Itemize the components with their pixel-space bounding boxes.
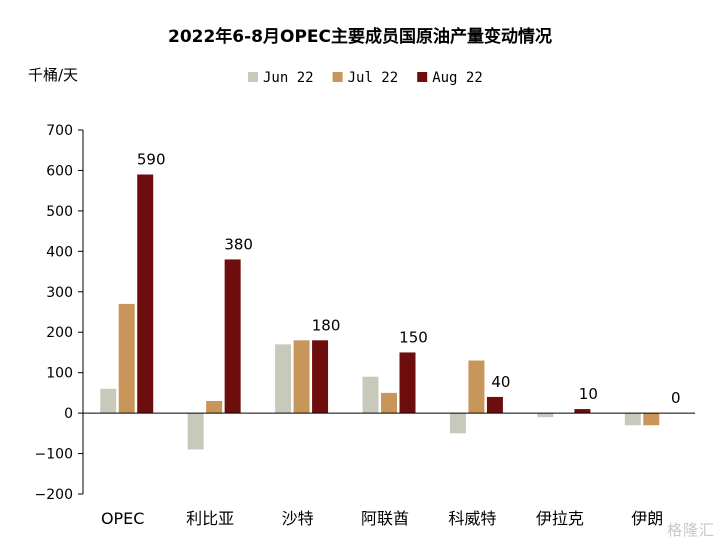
x-category-label: 利比亚: [186, 509, 234, 528]
bar: [399, 352, 416, 414]
bar: [312, 340, 329, 414]
bar: [449, 413, 466, 434]
legend-swatch: [248, 72, 258, 82]
y-tick-label: 300: [46, 285, 73, 301]
bar: [118, 303, 135, 414]
bar: [137, 174, 154, 414]
x-category-label: 科威特: [448, 509, 496, 528]
y-axis: −200 −100 0 100 200 300 400 500 600 700: [35, 123, 84, 503]
y-axis-unit-label: 千桶/天: [28, 66, 78, 84]
data-label: 40: [491, 373, 510, 391]
y-tick-label: 200: [46, 325, 73, 341]
data-label: 150: [399, 328, 428, 346]
bar: [293, 340, 310, 414]
bar: [486, 396, 503, 414]
bars: [100, 174, 660, 450]
y-tick-label: −200: [35, 487, 73, 503]
chart-title: 2022年6-8月OPEC主要成员国原油产量变动情况: [168, 26, 552, 47]
data-labels: 590 380 180 150 40 10 0: [137, 150, 681, 407]
data-label: 0: [671, 389, 681, 407]
x-category-label: OPEC: [101, 509, 145, 528]
data-label: 10: [579, 385, 598, 403]
data-label: 180: [312, 316, 341, 334]
bar: [624, 413, 641, 426]
y-tick-label: 600: [46, 163, 73, 179]
y-tick-label: −100: [35, 447, 73, 463]
bar: [362, 376, 379, 414]
y-tick-label: 500: [46, 204, 73, 220]
bar: [275, 344, 292, 414]
x-category-label: 伊朗: [631, 509, 663, 528]
legend-label: Jul 22: [348, 70, 399, 86]
bar: [206, 400, 223, 414]
bar: [224, 259, 241, 414]
x-category-label: 沙特: [282, 509, 314, 528]
y-tick-label: 700: [46, 123, 73, 139]
legend-label: Aug 22: [432, 70, 483, 86]
bar: [574, 409, 591, 414]
bar: [187, 413, 204, 450]
watermark-text: 格隆汇: [666, 521, 715, 539]
x-axis: OPEC 利比亚 沙特 阿联酋 科威特 伊拉克 伊朗: [83, 412, 695, 528]
x-category-label: 阿联酋: [361, 509, 409, 528]
y-tick-label: 400: [46, 244, 73, 260]
bar: [381, 392, 397, 414]
legend-label: Jun 22: [263, 70, 314, 86]
bar: [643, 413, 660, 426]
data-label: 590: [137, 150, 166, 168]
y-tick-label: 0: [64, 406, 73, 422]
bar: [468, 360, 485, 414]
bar: [537, 413, 554, 418]
legend-swatch: [332, 72, 343, 82]
legend-swatch: [417, 72, 428, 82]
y-tick-label: 100: [46, 366, 73, 382]
data-label: 380: [224, 235, 253, 253]
x-category-label: 伊拉克: [536, 509, 584, 528]
legend: Jun 22 Jul 22 Aug 22: [248, 70, 483, 86]
bar: [100, 388, 117, 414]
